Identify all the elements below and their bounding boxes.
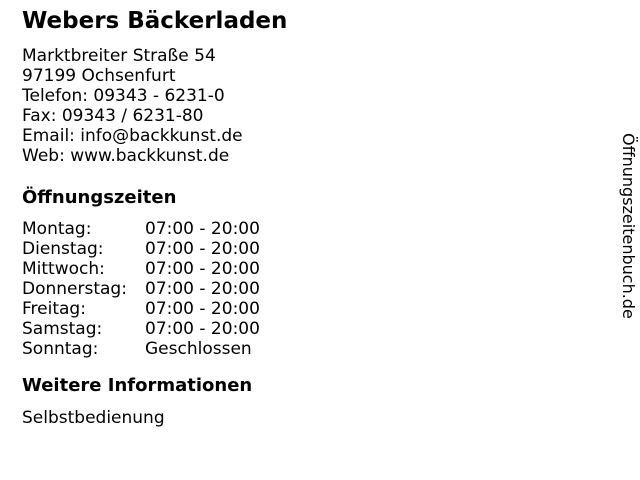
website-line: Web: www.backkunst.de [22, 145, 230, 166]
day-label: Freitag: [22, 298, 86, 319]
day-label: Mittwoch: [22, 258, 105, 279]
opening-hours-table: Montag: 07:00 - 20:00 Dienstag: 07:00 - 20… [22, 219, 582, 359]
hours-row-thursday: Donnerstag: 07:00 - 20:00 [22, 279, 582, 299]
day-label: Sonntag: [22, 338, 99, 359]
day-label: Dienstag: [22, 238, 104, 259]
page-title: Webers Bäckerladen [22, 8, 288, 34]
address-block: Marktbreiter Straße 54 97199 Ochsenfurt … [22, 46, 582, 166]
business-info-page: Webers Bäckerladen Marktbreiter Straße 5… [22, 8, 582, 428]
time-value: 07:00 - 20:00 [145, 298, 260, 319]
email-line: Email: info@backkunst.de [22, 125, 243, 146]
time-value: 07:00 - 20:00 [145, 318, 260, 339]
day-label: Montag: [22, 218, 92, 239]
time-value: 07:00 - 20:00 [145, 238, 260, 259]
day-label: Samstag: [22, 318, 103, 339]
more-info-text: Selbstbedienung [22, 407, 165, 428]
address-city-line: 97199 Ochsenfurt [22, 65, 176, 86]
hours-row-saturday: Samstag: 07:00 - 20:00 [22, 319, 582, 339]
hours-row-friday: Freitag: 07:00 - 20:00 [22, 299, 582, 319]
time-value: 07:00 - 20:00 [145, 278, 260, 299]
time-value: Geschlossen [145, 338, 252, 359]
fax-line: Fax: 09343 / 6231-80 [22, 105, 204, 126]
hours-row-sunday: Sonntag: Geschlossen [22, 339, 582, 359]
more-info-heading: Weitere Informationen [22, 374, 253, 396]
hours-row-monday: Montag: 07:00 - 20:00 [22, 219, 582, 239]
time-value: 07:00 - 20:00 [145, 218, 260, 239]
address-street-line: Marktbreiter Straße 54 [22, 45, 216, 66]
hours-row-wednesday: Mittwoch: 07:00 - 20:00 [22, 259, 582, 279]
hours-row-tuesday: Dienstag: 07:00 - 20:00 [22, 239, 582, 259]
time-value: 07:00 - 20:00 [145, 258, 260, 279]
phone-line: Telefon: 09343 - 6231-0 [22, 85, 225, 106]
opening-hours-heading: Öffnungszeiten [22, 186, 177, 208]
day-label: Donnerstag: [22, 278, 127, 299]
watermark-vertical-text: Öffnungszeitenbuch.de [619, 133, 638, 319]
